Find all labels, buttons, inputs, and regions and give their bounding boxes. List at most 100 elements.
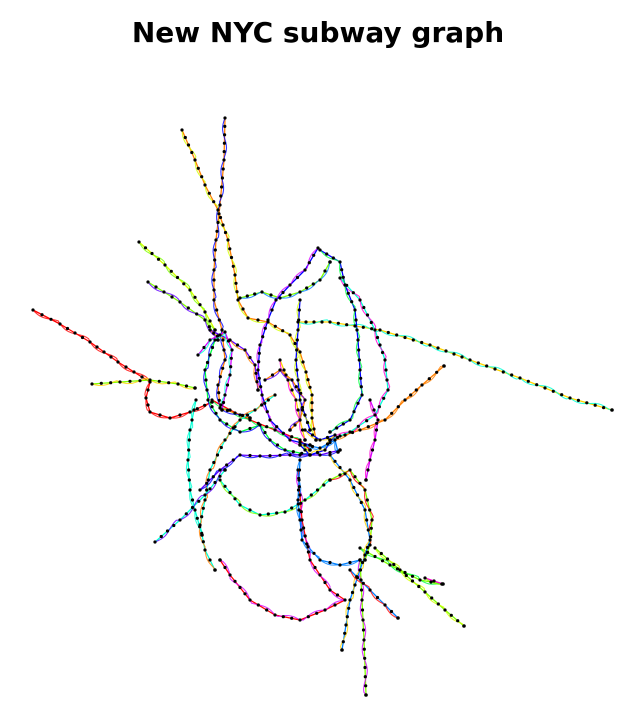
station-node [223, 565, 227, 570]
station-node [270, 373, 275, 377]
subway-line [297, 459, 361, 566]
station-node [315, 488, 320, 492]
station-node [263, 326, 267, 330]
subway-line-parallel [147, 281, 219, 341]
station-node [137, 240, 141, 244]
station-node [430, 596, 434, 600]
station-node [203, 318, 207, 322]
station-node [243, 348, 247, 352]
station-node [281, 329, 285, 333]
station-node [298, 493, 302, 497]
station-node [300, 538, 304, 542]
station-node [294, 398, 298, 402]
station-node [205, 481, 209, 485]
station-node [258, 513, 262, 517]
station-node [297, 485, 301, 489]
subway-line-parallel [329, 454, 373, 651]
subway-line-parallel [185, 399, 203, 536]
station-node [295, 275, 300, 280]
station-node [363, 553, 367, 557]
station-node [360, 560, 365, 565]
station-node [274, 298, 278, 302]
station-node [219, 403, 223, 407]
station-node [203, 183, 207, 187]
station-node [248, 416, 252, 420]
station-node [222, 158, 226, 162]
station-node [278, 358, 282, 362]
station-node [200, 515, 204, 519]
station-node [258, 343, 262, 347]
station-node [328, 320, 332, 324]
station-node [31, 308, 35, 312]
station-node [386, 388, 390, 392]
station-node [306, 545, 310, 549]
station-node [256, 368, 260, 372]
station-node [187, 468, 191, 472]
station-node [418, 578, 422, 582]
station-node [157, 379, 161, 383]
station-node [378, 328, 382, 332]
station-node [188, 288, 192, 292]
station-node [420, 340, 424, 345]
station-node [382, 396, 386, 400]
station-node [303, 443, 307, 447]
station-node [294, 358, 298, 362]
station-node [212, 268, 216, 272]
station-node [369, 535, 373, 539]
station-node [290, 388, 294, 392]
station-node [306, 378, 310, 382]
station-node [222, 141, 226, 145]
station-node [360, 393, 364, 397]
station-node [223, 484, 227, 488]
station-node [315, 450, 320, 455]
station-node [286, 378, 290, 382]
station-node [493, 367, 497, 371]
station-node [238, 430, 242, 434]
station-node [260, 393, 264, 397]
station-node [194, 398, 198, 402]
station-node [203, 548, 207, 552]
graph-title: New NYC subway graph [131, 16, 505, 49]
station-node [338, 563, 342, 567]
station-node [335, 435, 340, 440]
station-node [205, 488, 209, 492]
station-node [361, 325, 365, 329]
station-node [417, 584, 421, 589]
station-node [219, 194, 223, 198]
station-node [365, 545, 370, 550]
station-node [225, 422, 229, 426]
station-node [196, 166, 200, 170]
station-node [320, 320, 324, 324]
station-node [273, 613, 277, 617]
station-node [283, 448, 287, 452]
station-node [168, 416, 172, 420]
station-node [388, 563, 392, 567]
station-node [195, 312, 199, 316]
station-node [355, 493, 360, 497]
station-node [476, 361, 480, 365]
station-node [304, 370, 308, 374]
station-node [328, 440, 332, 445]
station-node [378, 343, 382, 347]
station-node [178, 300, 182, 304]
station-node [268, 438, 272, 442]
station-node [236, 298, 240, 302]
station-node [223, 438, 227, 442]
station-node [410, 574, 415, 578]
station-node [257, 360, 261, 364]
station-node [358, 298, 362, 302]
station-node [311, 282, 315, 286]
station-node [146, 280, 150, 284]
station-node [353, 308, 357, 312]
station-node [204, 378, 208, 382]
station-node [535, 383, 539, 387]
station-node [273, 324, 277, 328]
station-node [298, 458, 302, 462]
station-node [338, 260, 342, 264]
station-node [308, 453, 312, 457]
station-node [229, 255, 234, 260]
station-node [308, 428, 312, 432]
station-node [369, 526, 373, 530]
station-node [403, 570, 407, 575]
station-node [233, 497, 237, 501]
